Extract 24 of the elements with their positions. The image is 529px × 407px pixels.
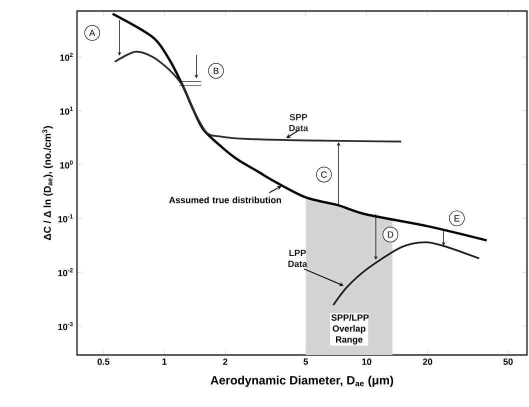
annotation: C bbox=[321, 171, 327, 178]
x-tick-label: 20 bbox=[422, 358, 432, 365]
x-tick-label: 10 bbox=[362, 358, 372, 365]
annotation: B bbox=[214, 68, 219, 74]
y-tick-label: 10$^{1}$ bbox=[60, 106, 73, 115]
y-axis-title: ΔC / Δ ln (D$_{ae}$), (no./cm$^{3}$) bbox=[42, 126, 53, 240]
annotation: E bbox=[454, 215, 460, 222]
text: LPP Data bbox=[288, 250, 308, 268]
series-label: SPP Data bbox=[289, 114, 308, 132]
x-axis-title: Aerodynamic Diameter, D$_{ae}$ (μm) bbox=[210, 376, 394, 387]
x-tick-label: 50 bbox=[503, 358, 513, 365]
y-tick-label: 10$^{-2}$ bbox=[58, 268, 73, 276]
y-tick-label: 10$^{-3}$ bbox=[58, 322, 73, 330]
x-tick-label: 1 bbox=[162, 358, 167, 365]
x-tick-label: 5 bbox=[304, 358, 308, 365]
annotation: D bbox=[388, 231, 394, 238]
x-tick-label: 0.5 bbox=[98, 358, 110, 365]
y-tick-label: 10$^{0}$ bbox=[60, 160, 73, 169]
band-label: SPP/LPP Overlap Range bbox=[331, 314, 369, 344]
annotation: A bbox=[89, 30, 96, 36]
y-tick-label: 10$^{2}$ bbox=[60, 52, 73, 61]
y-tick-label: 10$^{-1}$ bbox=[58, 214, 73, 222]
legend-label: Assumed true distribution bbox=[169, 196, 281, 204]
x-tick-label: 2 bbox=[223, 358, 228, 365]
